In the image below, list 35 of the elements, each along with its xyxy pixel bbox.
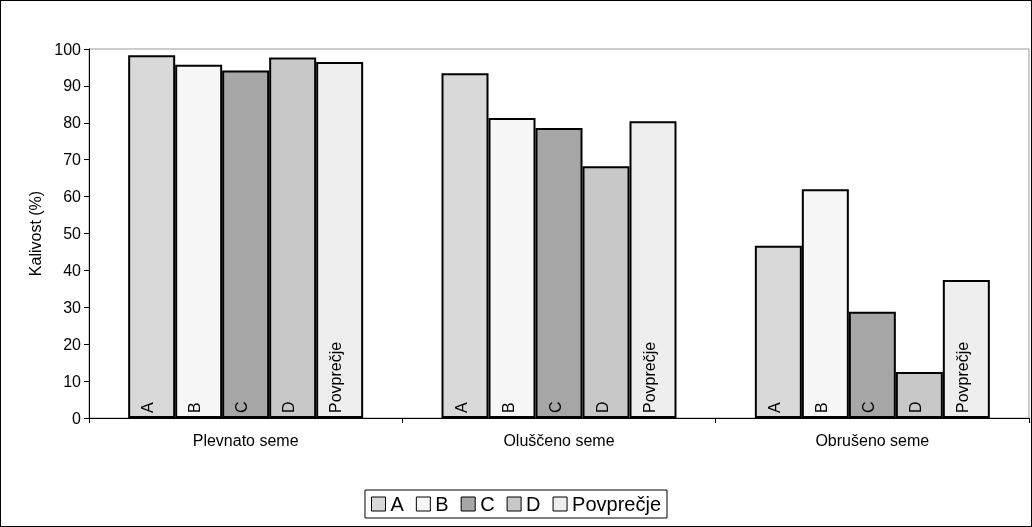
y-tick-label: 30 [63, 298, 82, 316]
y-tick-label: 90 [63, 77, 82, 95]
text: A [139, 402, 157, 413]
text: A [452, 402, 470, 413]
text: B [812, 402, 830, 413]
y-tick-label: 70 [63, 151, 82, 169]
y-tick-label: 0 [72, 409, 82, 427]
y-tick-label: 100 [54, 40, 82, 58]
text: D [280, 401, 298, 413]
y-tick-label: 60 [63, 188, 82, 206]
y-tick-label: 10 [63, 372, 82, 390]
y-tick-label: 40 [63, 261, 82, 279]
y-tick-label: 50 [63, 225, 82, 242]
y-tick-label: 80 [63, 114, 82, 132]
text: D [906, 401, 924, 413]
text: Povprečje [953, 341, 971, 413]
text: A [765, 402, 783, 413]
text: C [233, 401, 251, 413]
text: B [499, 402, 517, 413]
x-tick-label: Obrušeno seme [815, 431, 930, 449]
legend-label: B [435, 493, 449, 515]
y-tick-label: 20 [63, 335, 82, 353]
y-axis-title: Kalivost (%) [26, 190, 44, 277]
text: B [186, 402, 204, 413]
text: Povprečje [640, 341, 658, 413]
text: C [546, 401, 564, 413]
text: C [859, 401, 877, 413]
text: D [593, 401, 611, 413]
x-tick-label: Plevnato seme [192, 431, 299, 449]
legend-label: A [390, 493, 405, 515]
x-tick-label: Oluščeno seme [503, 431, 615, 449]
text: Povprečje [327, 341, 345, 413]
legend-label: C [480, 493, 495, 515]
legend-label: D [526, 493, 541, 515]
legend-label: Povprečje [572, 493, 661, 515]
